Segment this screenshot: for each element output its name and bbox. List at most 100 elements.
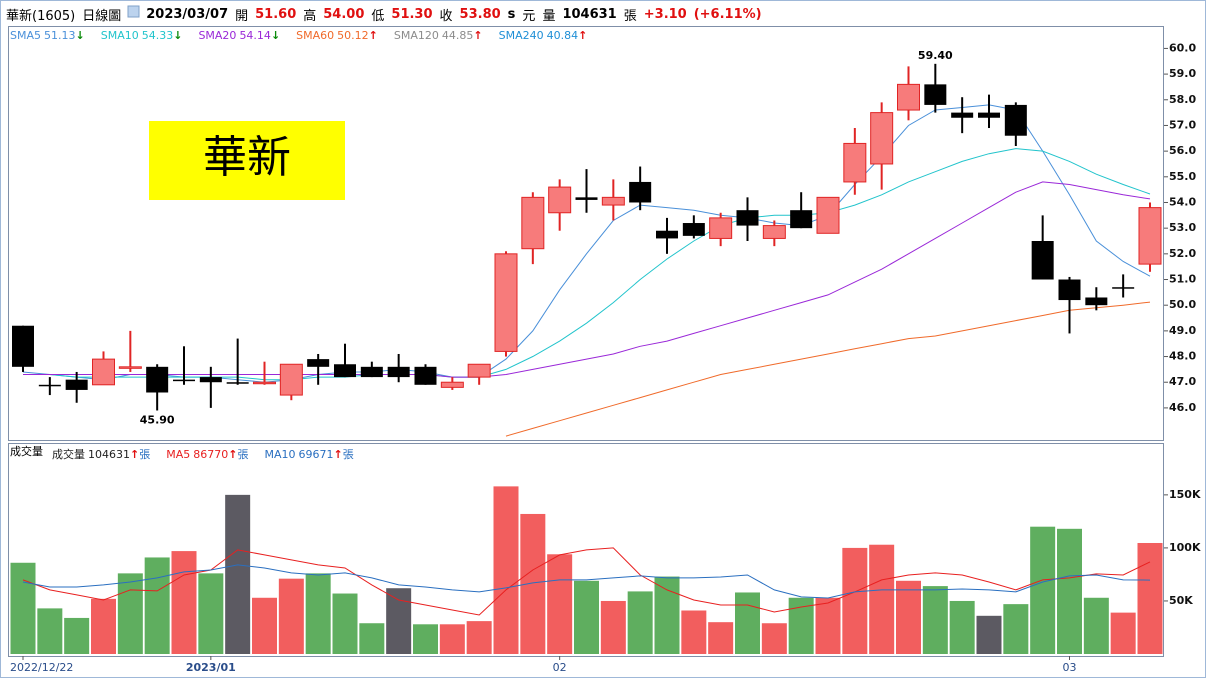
volume-bar [574,580,599,654]
header-item: +3.10 [643,6,687,22]
x-tick-label: 2023/01 [186,661,236,674]
header-item: 53.80 [459,6,501,22]
legend-item: SMA60 50.12 ↑ [296,29,378,42]
candle-body [1112,287,1135,289]
candle-body [1031,241,1054,280]
candle-body [253,381,276,385]
candle-body [146,366,169,393]
volume-bar [520,513,546,654]
candle-body [548,186,572,214]
header-item: 51.30 [391,6,433,22]
y-tick-label: 51.0 [1169,273,1196,286]
candle-body [1138,207,1162,265]
volume-bar [439,624,465,654]
candle-body [656,230,678,239]
candle-body [924,84,947,105]
volume-bar [91,598,116,654]
header-item: 51.60 [255,6,297,22]
legend-arrow: ↑ [333,447,343,461]
volume-bar [359,623,385,654]
volume-bar [10,562,36,654]
volume-bar [627,591,653,654]
volume-bar [976,615,1002,654]
header-item: 日線圖 [82,8,122,24]
volume-bar [278,578,304,654]
x-tick-label: 2022/12/22 [10,661,73,674]
volume-bar [466,621,492,654]
candle-body [736,210,759,226]
candle-body [414,366,437,385]
volume-bar [413,624,438,654]
candle-body [226,382,249,384]
volume-bar [198,573,224,654]
volume-bar [654,576,680,654]
candle-body [387,366,410,378]
candle-body [279,363,303,396]
volume-bar [171,551,197,654]
x-tick-label: 03 [1063,661,1077,674]
volume-bar [37,608,63,654]
header-item: 104631 [562,6,617,22]
candle-body [307,359,330,367]
y-tick-label: 49.0 [1169,324,1196,337]
header-item: 收 [439,8,453,24]
candle-body [897,83,920,111]
candle-body [870,112,894,165]
chart-icon [127,5,140,18]
volume-bar [708,622,734,654]
candle-body [1058,279,1081,301]
candle-body [360,366,383,378]
legend-name: SMA120 [393,29,439,42]
volume-bar [842,547,868,654]
high-label: 59.40 [918,49,953,62]
annotation: 華新 [203,133,291,182]
legend-value: 54.14 [239,29,271,42]
y-tick-label: 48.0 [1169,350,1196,363]
legend-value: 86770 [193,447,229,461]
candle-body [762,225,786,239]
header-item: 華新(1605) [6,8,76,24]
legend-arrow: ↑ [130,447,140,461]
y-tick-label: 53.0 [1169,221,1196,234]
header-item: 高 [303,8,317,24]
candle-body [951,112,974,118]
volume-bar [305,573,331,654]
volume-bar [1110,612,1136,654]
candle-body [682,223,705,236]
price-panel [8,26,1164,441]
volume-bar [493,486,519,654]
legend-name: SMA60 [296,29,335,42]
volume-bar [332,593,358,654]
price-legend: SMA5 51.13 ↓ SMA10 54.33 ↓ SMA20 54.14 ↓ SMA60 50.… [10,29,587,42]
legend-arrow: ↑ [368,29,378,42]
y-tick-label: 150K [1169,488,1201,501]
legend-value: 44.85 [441,29,474,42]
legend-arrow: ↑ [578,29,588,42]
candle-body [440,381,464,388]
legend-name: SMA5 [10,29,41,42]
volume-bar [252,597,277,654]
volume-bar [735,592,760,654]
legend-arrow: ↑ [228,447,238,461]
legend-item: 成交量 104631 ↑ 張 [52,446,150,462]
legend-unit: 張 [342,448,354,461]
header-item: 元 [522,8,536,24]
legend-value: 50.12 [337,29,369,42]
header-item: 張 [623,8,637,24]
y-tick-label: 57.0 [1169,118,1196,131]
candle-body [92,358,115,386]
low-label: 45.90 [140,413,175,426]
header-item: 開 [235,8,249,24]
legend-value: 69671 [298,447,334,461]
header-item: s [507,6,516,22]
y-tick-label: 52.0 [1169,247,1196,260]
candle-body [843,142,867,183]
candle-body [1004,104,1027,136]
volume-bar [1137,542,1163,654]
candle-body [12,325,34,367]
legend-name: SMA10 [100,29,139,42]
legend-arrow: ↓ [270,29,281,42]
volume-bar [922,586,948,654]
header-item: 2023/03/07 [146,6,229,22]
